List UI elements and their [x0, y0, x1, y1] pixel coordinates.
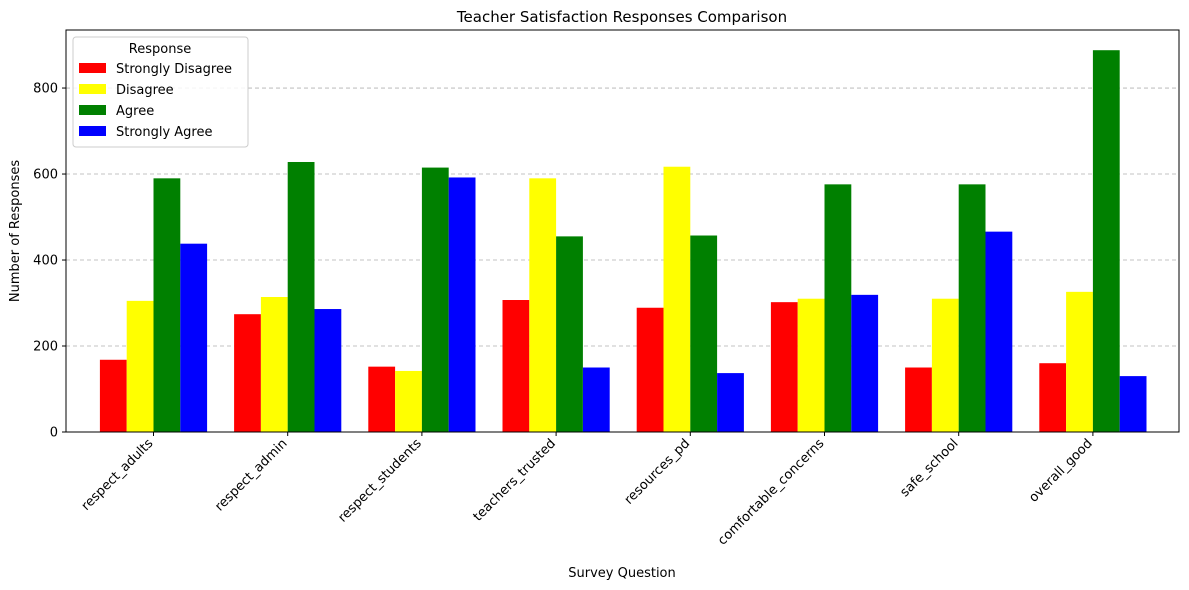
bar-agree	[153, 178, 181, 432]
legend-swatch	[79, 126, 106, 136]
bars	[99, 50, 1147, 432]
bar-strongly-agree	[985, 231, 1013, 432]
x-tick-label: teachers_trusted	[471, 436, 559, 524]
bar-strongly-disagree	[1039, 363, 1067, 432]
legend-title: Response	[129, 42, 191, 57]
x-tick-label: respect_adults	[79, 436, 157, 514]
y-axis: 0 200 400 600 800	[33, 82, 66, 441]
bar-strongly-agree	[1119, 376, 1147, 432]
bar-agree	[556, 236, 583, 432]
legend: Response Strongly DisagreeDisagreeAgreeS…	[72, 36, 249, 148]
legend-swatch	[79, 63, 106, 73]
bar-disagree	[126, 300, 154, 432]
bar-strongly-disagree	[99, 359, 127, 432]
bar-strongly-disagree	[502, 300, 530, 432]
x-tick-label: overall_good	[1026, 436, 1095, 505]
x-tick-label: comfortable_concerns	[715, 436, 827, 548]
legend-swatch	[79, 84, 106, 94]
bar-agree	[824, 184, 852, 432]
y-tick-label: 600	[33, 168, 58, 183]
bar-strongly-agree	[717, 373, 744, 432]
bar-strongly-disagree	[905, 367, 932, 432]
bar-disagree	[931, 298, 959, 432]
x-tick-label: respect_admin	[212, 436, 290, 514]
bar-strongly-agree	[180, 243, 208, 432]
x-axis-label: Survey Question	[568, 566, 676, 581]
x-axis: respect_adults respect_admin respect_stude…	[79, 432, 1096, 548]
bar-strongly-disagree	[770, 302, 798, 432]
legend-swatch	[79, 105, 106, 115]
bar-strongly-agree	[448, 177, 476, 432]
x-tick-label: safe_school	[898, 436, 962, 500]
bar-disagree	[395, 370, 422, 432]
legend-label: Disagree	[116, 83, 174, 98]
bar-disagree	[1066, 291, 1093, 432]
legend-items: Strongly Disagree Disagree Agree Strongly A…	[79, 62, 232, 140]
legend-label: Strongly Agree	[116, 125, 213, 140]
bar-agree	[1092, 50, 1120, 432]
bar-disagree	[797, 298, 825, 432]
bar-disagree	[260, 296, 288, 432]
bar-strongly-disagree	[636, 307, 664, 432]
legend-label: Agree	[116, 104, 154, 119]
bar-agree	[958, 184, 986, 432]
plot-frame	[65, 29, 1180, 433]
y-tick-label: 0	[50, 426, 58, 441]
bar-agree	[690, 235, 718, 432]
bar-disagree	[529, 178, 557, 432]
y-tick-label: 400	[33, 254, 58, 269]
bar-strongly-agree	[582, 367, 610, 432]
bar-strongly-disagree	[234, 314, 261, 432]
y-tick-label: 800	[33, 82, 58, 97]
bar-agree	[287, 161, 315, 432]
y-axis-label: Number of Responses	[8, 160, 23, 302]
chart-title: Teacher Satisfaction Responses Compariso…	[456, 8, 787, 26]
y-tick-label: 200	[33, 340, 58, 355]
bar-strongly-disagree	[368, 366, 396, 432]
bar-strongly-agree	[314, 309, 342, 432]
legend-box	[72, 36, 249, 148]
legend-label: Strongly Disagree	[116, 62, 232, 77]
x-tick-label: respect_students	[335, 436, 424, 525]
bar-strongly-agree	[851, 294, 879, 432]
bar-agree	[421, 167, 449, 432]
x-tick-label: resources_pd	[622, 436, 693, 507]
bar-disagree	[663, 166, 691, 432]
